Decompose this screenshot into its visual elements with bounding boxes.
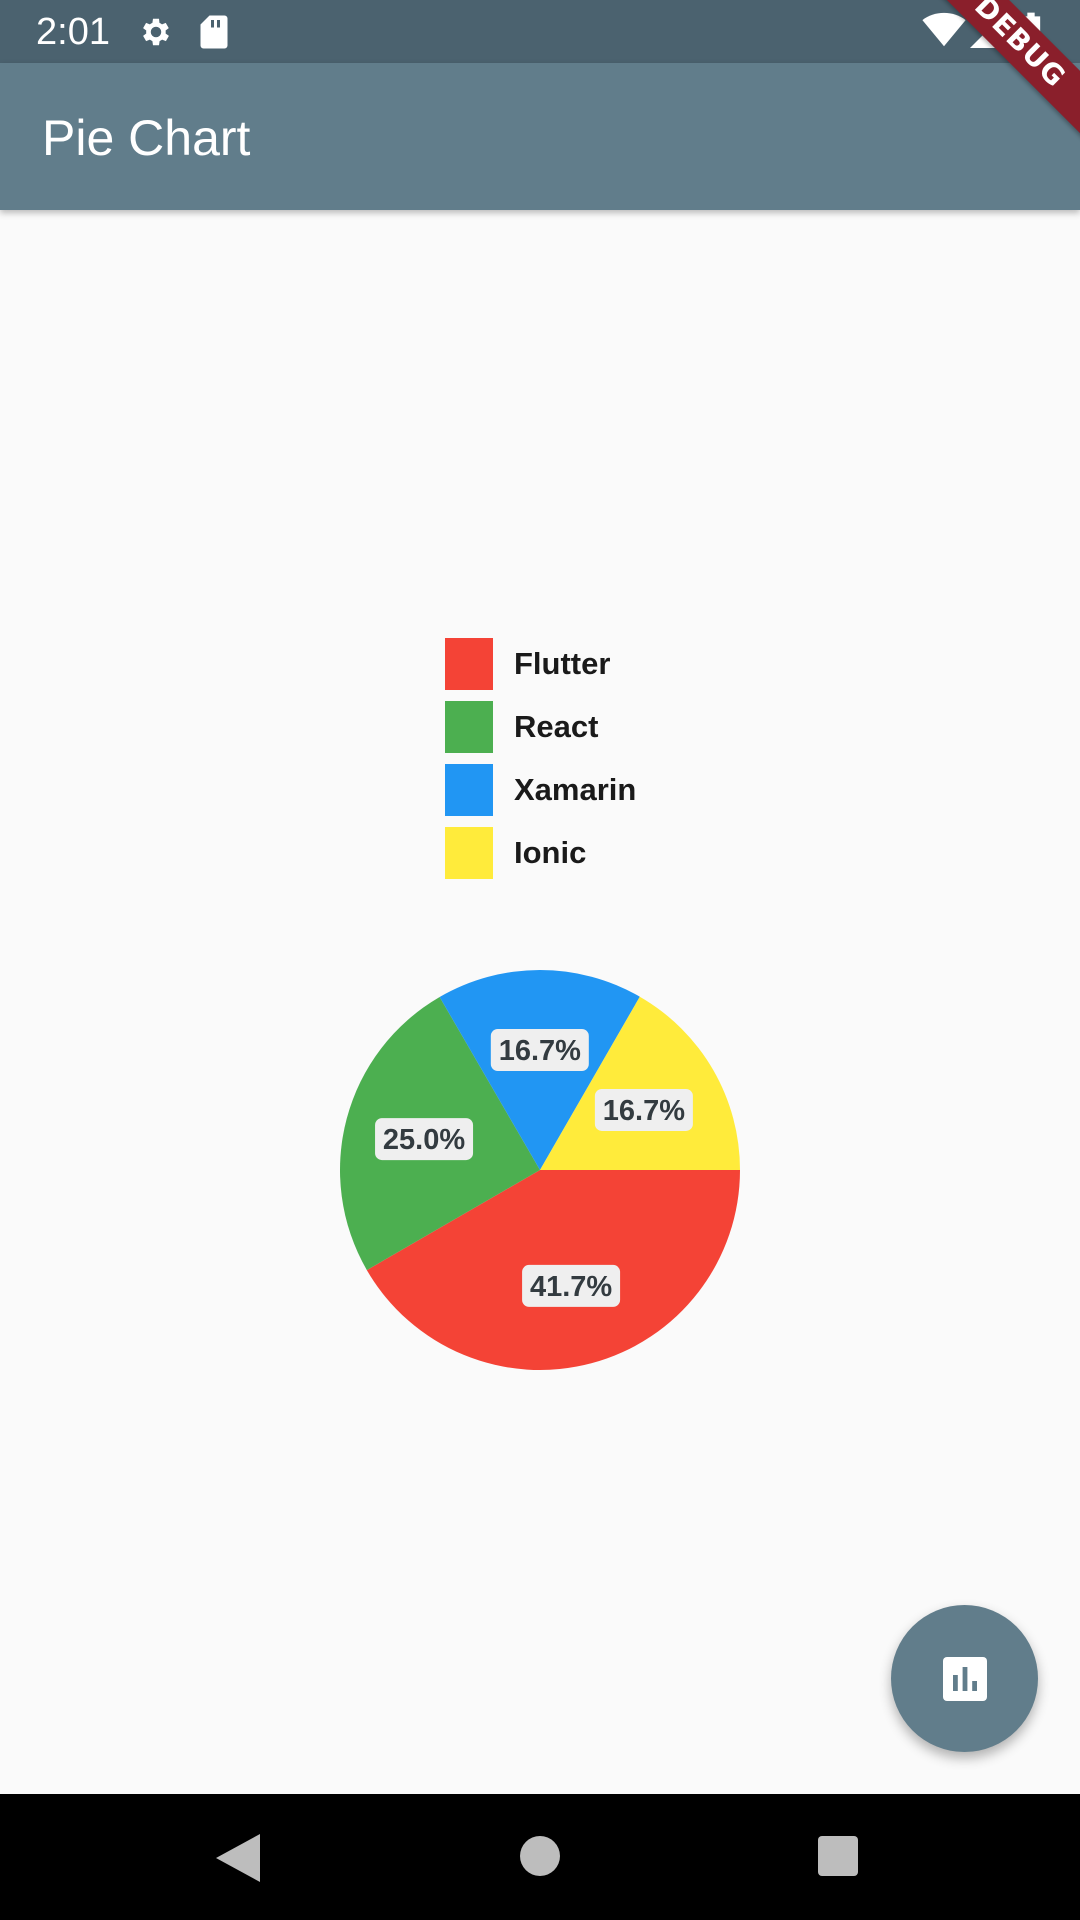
legend-label: React (514, 709, 599, 744)
legend-label: Flutter (514, 646, 611, 681)
chart-fab-button[interactable] (891, 1605, 1038, 1752)
legend-label: Xamarin (514, 772, 637, 807)
slice-label-xamarin: 16.7% (490, 1029, 589, 1072)
slice-label-ionic: 16.7% (594, 1088, 693, 1131)
slice-label-text: 16.7% (499, 1035, 581, 1067)
legend-swatch (445, 638, 493, 690)
legend-swatch (445, 827, 493, 879)
home-icon[interactable] (520, 1836, 560, 1881)
status-time: 2:01 (36, 11, 110, 53)
system-nav-bar (0, 1794, 1080, 1920)
slice-label-text: 41.7% (530, 1271, 612, 1303)
gear-icon (138, 14, 174, 55)
pie-chart: 41.7% 25.0% 16.7% 16.7% (340, 970, 740, 1370)
slice-label-box (375, 1118, 474, 1161)
page-title: Pie Chart (42, 110, 251, 166)
sd-card-icon (198, 14, 230, 55)
status-bar: 2:01 (0, 0, 1080, 63)
slice-label-text: 16.7% (603, 1095, 685, 1127)
app-bar: Pie Chart (0, 63, 1080, 210)
legend-label: Ionic (514, 835, 587, 870)
back-icon[interactable] (216, 1834, 260, 1887)
wifi-icon (922, 12, 966, 53)
legend-swatch (445, 764, 493, 816)
bar-chart-icon (941, 1655, 989, 1708)
slice-label-box (522, 1264, 621, 1307)
slice-label-box (594, 1088, 693, 1131)
slice-label-box (490, 1029, 589, 1072)
legend-swatch (445, 701, 493, 753)
slice-label-flutter: 41.7% (522, 1264, 621, 1307)
recents-icon[interactable] (818, 1836, 858, 1881)
slice-label-react: 25.0% (375, 1118, 474, 1161)
slice-label-text: 25.0% (383, 1124, 465, 1156)
